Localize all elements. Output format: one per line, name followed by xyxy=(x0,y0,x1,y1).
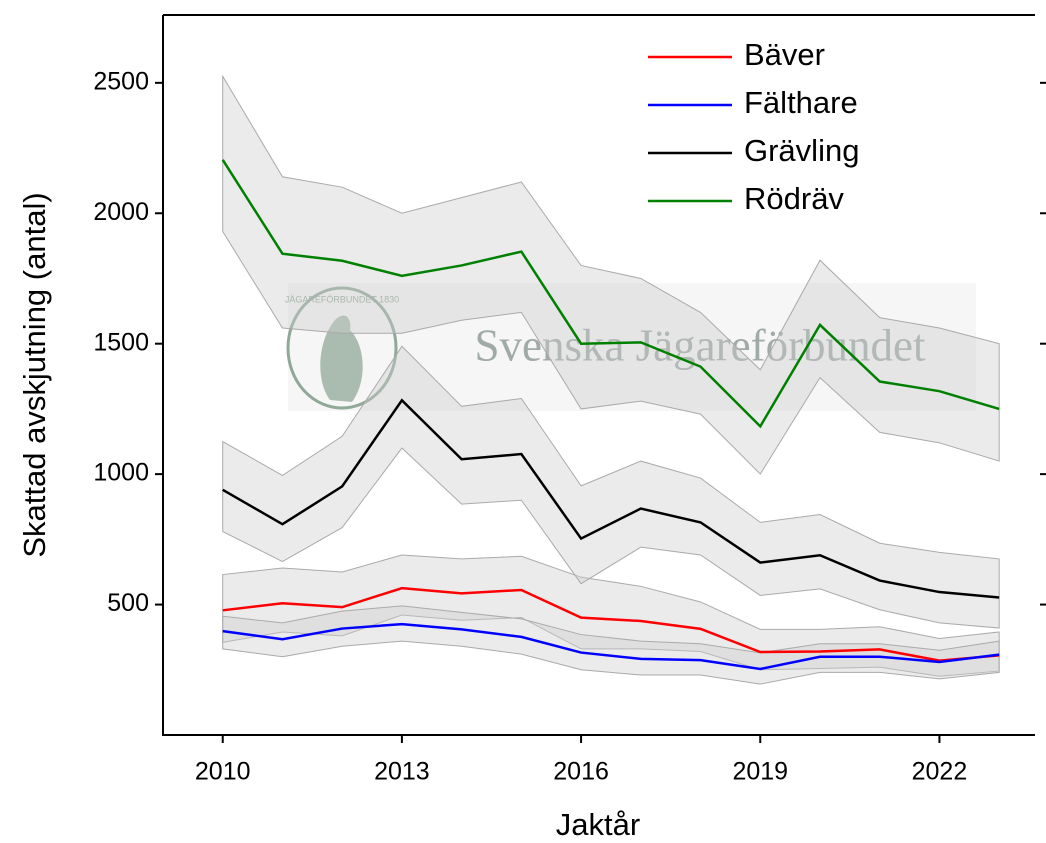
x-axis-label: Jaktår xyxy=(556,807,640,842)
y-tick-label: 1500 xyxy=(93,328,149,356)
series-line xyxy=(221,159,1000,429)
x-tick-label: 2010 xyxy=(195,758,251,786)
watermark-bird xyxy=(320,315,363,402)
x-tick-label: 2013 xyxy=(374,758,430,786)
y-axis-label: Skattad avskjutning (antal) xyxy=(17,192,52,557)
y-tick-label: 1000 xyxy=(93,459,149,487)
legend-label: Bäver xyxy=(744,37,825,72)
y-tick-label: 2000 xyxy=(93,198,149,226)
y-tick-label: 2500 xyxy=(93,67,149,95)
watermark-logo-text: JÄGAREFÖRBUNDET 1830 xyxy=(285,294,399,304)
series-line xyxy=(222,622,1000,671)
axis-frame xyxy=(162,15,1035,736)
legend-label: Fälthare xyxy=(744,85,858,120)
series-line xyxy=(222,398,1000,599)
series-line xyxy=(222,586,1000,662)
watermark-text: Svenska Jägareförbundet xyxy=(474,320,926,370)
x-tick-label: 2019 xyxy=(732,758,788,786)
watermark-logo xyxy=(286,286,398,410)
x-tick-label: 2016 xyxy=(553,758,609,786)
confidence-band xyxy=(222,74,1000,475)
y-tick-label: 500 xyxy=(107,589,149,617)
legend-label: Rödräv xyxy=(744,181,844,216)
legend-label: Grävling xyxy=(744,133,859,168)
x-tick-label: 2022 xyxy=(912,758,968,786)
